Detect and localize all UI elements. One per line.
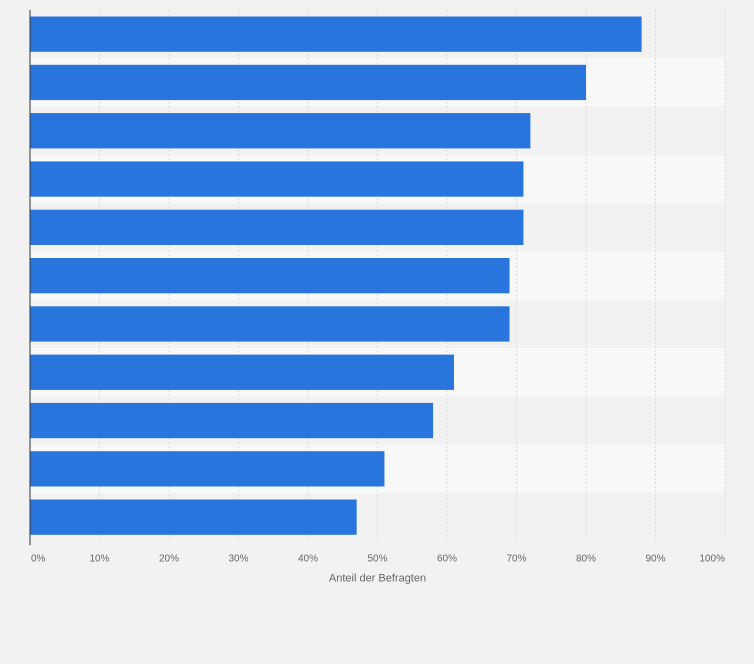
bar [30, 64, 586, 101]
x-tick-label: 70% [506, 553, 526, 564]
bar [30, 499, 357, 535]
x-tick-label: 0% [31, 553, 46, 564]
bar [30, 16, 642, 52]
bar [30, 306, 510, 342]
bar [30, 402, 434, 439]
x-tick-label: 80% [576, 553, 596, 564]
bar [30, 161, 524, 197]
x-tick-label: 30% [228, 553, 248, 564]
x-tick-label: 90% [645, 553, 665, 564]
x-tick-label: 50% [367, 553, 387, 564]
bar [30, 113, 531, 149]
x-axis-label: Anteil der Befragten [329, 572, 426, 584]
bar [30, 258, 510, 294]
x-axis-ticks: 0% 10% 20% 30% 40% 50% 60% 70% 80% 90% 100% [31, 553, 725, 564]
x-tick-label: 40% [298, 553, 318, 564]
bars [30, 16, 642, 535]
bar [30, 354, 454, 390]
bar [30, 209, 524, 245]
bar [30, 451, 385, 487]
x-tick-label: 10% [89, 553, 109, 564]
x-tick-label: 60% [437, 553, 457, 564]
x-tick-label: 20% [159, 553, 179, 564]
x-tick-label: 100% [699, 553, 725, 564]
